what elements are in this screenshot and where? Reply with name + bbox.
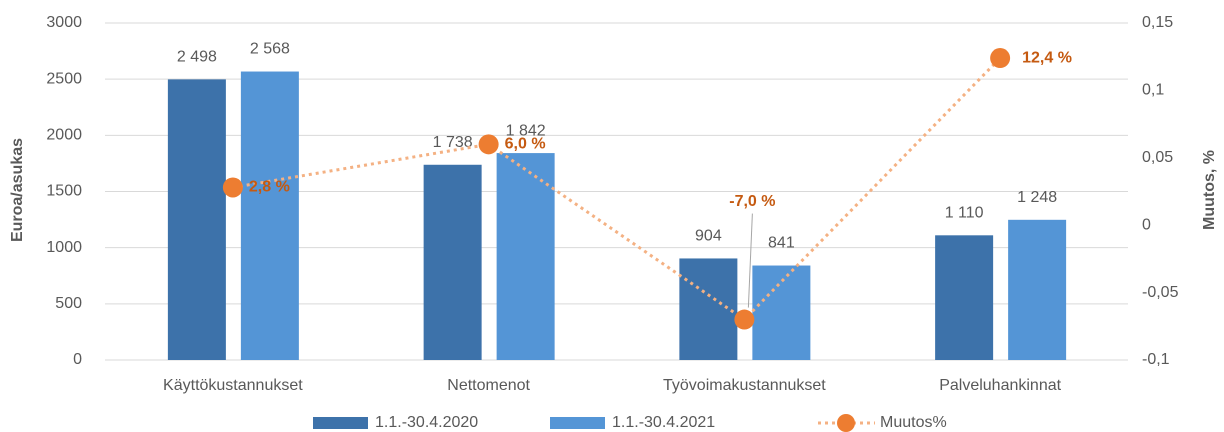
bar-value-label: 841 xyxy=(768,235,795,252)
bar xyxy=(935,235,994,360)
line-marker xyxy=(990,48,1011,69)
bar xyxy=(752,265,811,360)
line-value-label: -7,0 % xyxy=(729,193,775,210)
line-value-label: 6,0 % xyxy=(505,136,546,153)
line-marker xyxy=(478,134,499,155)
legend-label: Muutos% xyxy=(880,414,947,431)
leader-line xyxy=(747,213,753,308)
bar xyxy=(423,164,482,360)
y2-tick-label: -0,1 xyxy=(1142,351,1170,368)
bar-value-label: 1 248 xyxy=(1017,189,1057,206)
y-tick-label: 3000 xyxy=(46,14,82,31)
x-tick-label: Nettomenot xyxy=(447,377,530,394)
bar xyxy=(679,258,738,360)
line-value-label: 12,4 % xyxy=(1022,49,1072,66)
bar-value-label: 2 498 xyxy=(177,49,217,66)
line-marker xyxy=(222,177,243,198)
legend-swatch xyxy=(313,417,368,429)
legend-label: 1.1.-30.4.2020 xyxy=(375,414,478,431)
bar-value-label: 1 842 xyxy=(506,122,546,139)
y-tick-label: 0 xyxy=(73,351,82,368)
bar-value-label: 2 568 xyxy=(250,41,290,58)
bar-value-label: 904 xyxy=(695,228,722,245)
legend-marker xyxy=(837,414,855,432)
y-tick-label: 2000 xyxy=(46,127,82,144)
bar-value-label: 1 738 xyxy=(433,134,473,151)
x-tick-label: Palveluhankinnat xyxy=(939,377,1061,394)
bar xyxy=(496,153,555,360)
y2-tick-label: -0,05 xyxy=(1142,284,1179,301)
y2-axis-title: Muutos, % xyxy=(1201,150,1218,230)
bar-value-label: 1 110 xyxy=(945,205,984,222)
y-axis-title: Euroa/asukas xyxy=(9,138,26,242)
line-marker xyxy=(734,309,755,330)
bar xyxy=(240,71,299,360)
bar xyxy=(167,79,226,361)
line-value-label: 2,8 % xyxy=(249,179,290,196)
y-tick-label: 500 xyxy=(55,295,82,312)
y2-tick-label: 0,1 xyxy=(1142,82,1164,99)
y2-tick-label: 0,05 xyxy=(1142,149,1173,166)
line xyxy=(232,56,1002,322)
x-tick-label: Käyttökustannukset xyxy=(163,377,303,394)
y2-tick-label: 0,15 xyxy=(1142,14,1173,31)
y2-tick-label: 0 xyxy=(1142,216,1151,233)
y-tick-label: 2500 xyxy=(46,70,82,87)
legend-swatch xyxy=(550,417,605,429)
bar xyxy=(1008,219,1067,360)
legend-label: 1.1.-30.4.2021 xyxy=(612,414,715,431)
y-tick-label: 1000 xyxy=(46,239,82,256)
x-tick-label: Työvoimakustannukset xyxy=(663,377,826,394)
y-tick-label: 1500 xyxy=(46,183,82,200)
